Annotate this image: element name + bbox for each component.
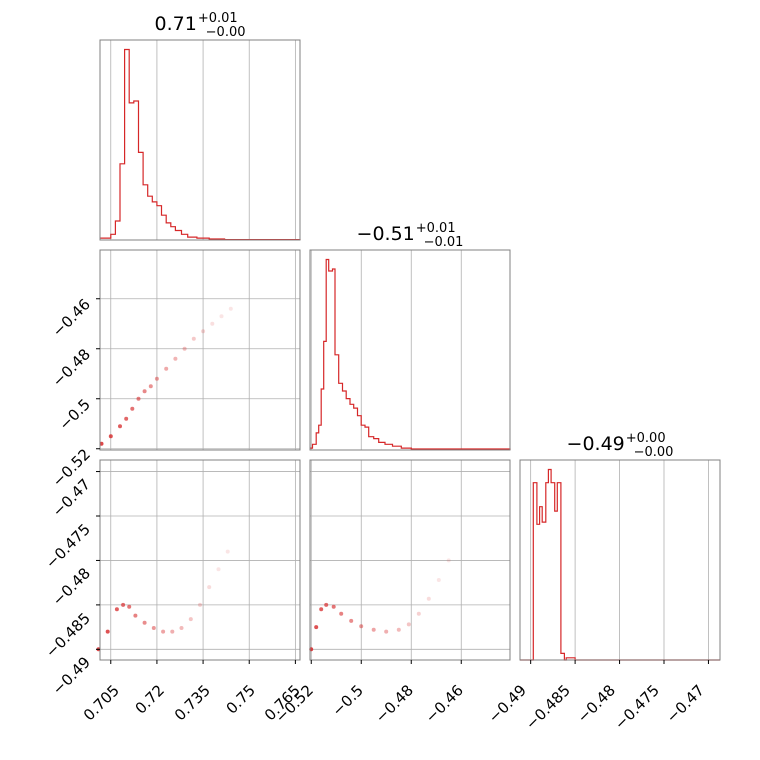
scatter-point — [416, 611, 421, 616]
y-tick-label: −0.485 — [42, 609, 94, 661]
scatter-point — [142, 389, 147, 394]
scatter-point — [406, 622, 411, 627]
histogram-step — [100, 48, 301, 241]
scatter-point — [151, 626, 156, 630]
gridlines — [100, 40, 709, 660]
scatter-point — [210, 321, 215, 326]
scatter-point — [148, 384, 153, 389]
title-upper-error: +0.00 — [626, 431, 666, 446]
scatter-point — [154, 376, 159, 381]
title-upper-error: +0.01 — [416, 221, 456, 236]
y-tick-label: −0.46 — [49, 295, 94, 340]
panel-title: −0.49+0.00 −0.00 — [567, 431, 674, 460]
x-tick-label: −0.5 — [329, 681, 367, 719]
scatter-point — [170, 629, 175, 634]
scatter-point — [161, 629, 166, 634]
scatter-point — [191, 336, 196, 341]
scatter-point — [207, 585, 212, 590]
scatter-point — [396, 627, 401, 632]
x-tick-label: 0.705 — [80, 681, 123, 724]
y-tick-label: −0.475 — [42, 520, 94, 572]
panel-frame — [309, 249, 511, 451]
scatter-point — [384, 629, 389, 634]
scatter-point — [324, 602, 329, 607]
x-tick-label: 0.735 — [171, 681, 214, 724]
y-tick-label: −0.48 — [49, 345, 94, 390]
x-tick-label: −0.485 — [522, 681, 574, 733]
title-upper-error: +0.01 — [198, 11, 238, 26]
scatter-point — [319, 607, 324, 612]
title-value: −0.51 — [357, 223, 415, 245]
scatter-point — [436, 578, 441, 582]
panel-frame — [519, 459, 721, 661]
panel-frame — [99, 459, 301, 661]
title-value: 0.71 — [155, 13, 197, 35]
scatter-point — [127, 604, 132, 609]
scatter-point — [188, 617, 193, 622]
panel-frame — [99, 249, 301, 451]
title-lower-error: −0.00 — [634, 445, 674, 460]
scatter-point — [105, 629, 110, 634]
x-tick-label: −0.46 — [422, 681, 467, 726]
x-tick-label: 0.72 — [132, 681, 168, 717]
scatter-point — [179, 626, 184, 630]
scatter-point — [219, 314, 224, 319]
scatter-point — [446, 558, 451, 563]
scatter-point — [133, 613, 138, 618]
scatter-point — [339, 611, 344, 616]
scatter-point — [314, 625, 319, 630]
data-marks — [96, 48, 720, 661]
scatter-point — [359, 624, 364, 629]
scatter-point — [225, 549, 230, 554]
scatter-point — [121, 602, 126, 607]
scatter-point — [331, 604, 336, 609]
x-tick-label: −0.48 — [372, 681, 417, 726]
scatter-point — [173, 356, 178, 361]
panel-title: −0.51+0.01 −0.01 — [357, 221, 464, 250]
scatter-point — [118, 424, 122, 429]
y-tick-label: −0.5 — [56, 395, 94, 433]
panel-frame — [99, 39, 301, 241]
title-value: −0.49 — [567, 433, 625, 455]
scatter-point — [198, 602, 202, 607]
x-tick-label: −0.475 — [611, 681, 663, 733]
panel-title: 0.71+0.01 −0.00 — [155, 11, 246, 40]
axes-frames — [99, 39, 721, 661]
scatter-point — [371, 627, 376, 632]
scatter-point — [130, 406, 135, 411]
tick-marks — [96, 298, 709, 664]
scatter-point — [201, 329, 206, 334]
scatter-point — [182, 346, 187, 351]
scatter-point — [228, 306, 233, 311]
scatter-point — [136, 396, 141, 401]
scatter-point — [108, 434, 113, 439]
panel-frame — [309, 459, 511, 661]
scatter-point — [124, 416, 129, 421]
histogram-step — [310, 258, 511, 450]
scatter-point — [164, 366, 169, 371]
scatter-point — [114, 607, 119, 612]
title-lower-error: −0.00 — [206, 25, 246, 40]
x-tick-label: 0.75 — [223, 681, 259, 717]
scatter-point — [426, 596, 431, 601]
scatter-point — [216, 567, 221, 572]
histogram-step — [520, 468, 720, 661]
scatter-point — [349, 618, 354, 623]
title-lower-error: −0.01 — [424, 235, 464, 250]
x-tick-label: −0.47 — [663, 681, 708, 726]
scatter-point — [142, 620, 147, 625]
